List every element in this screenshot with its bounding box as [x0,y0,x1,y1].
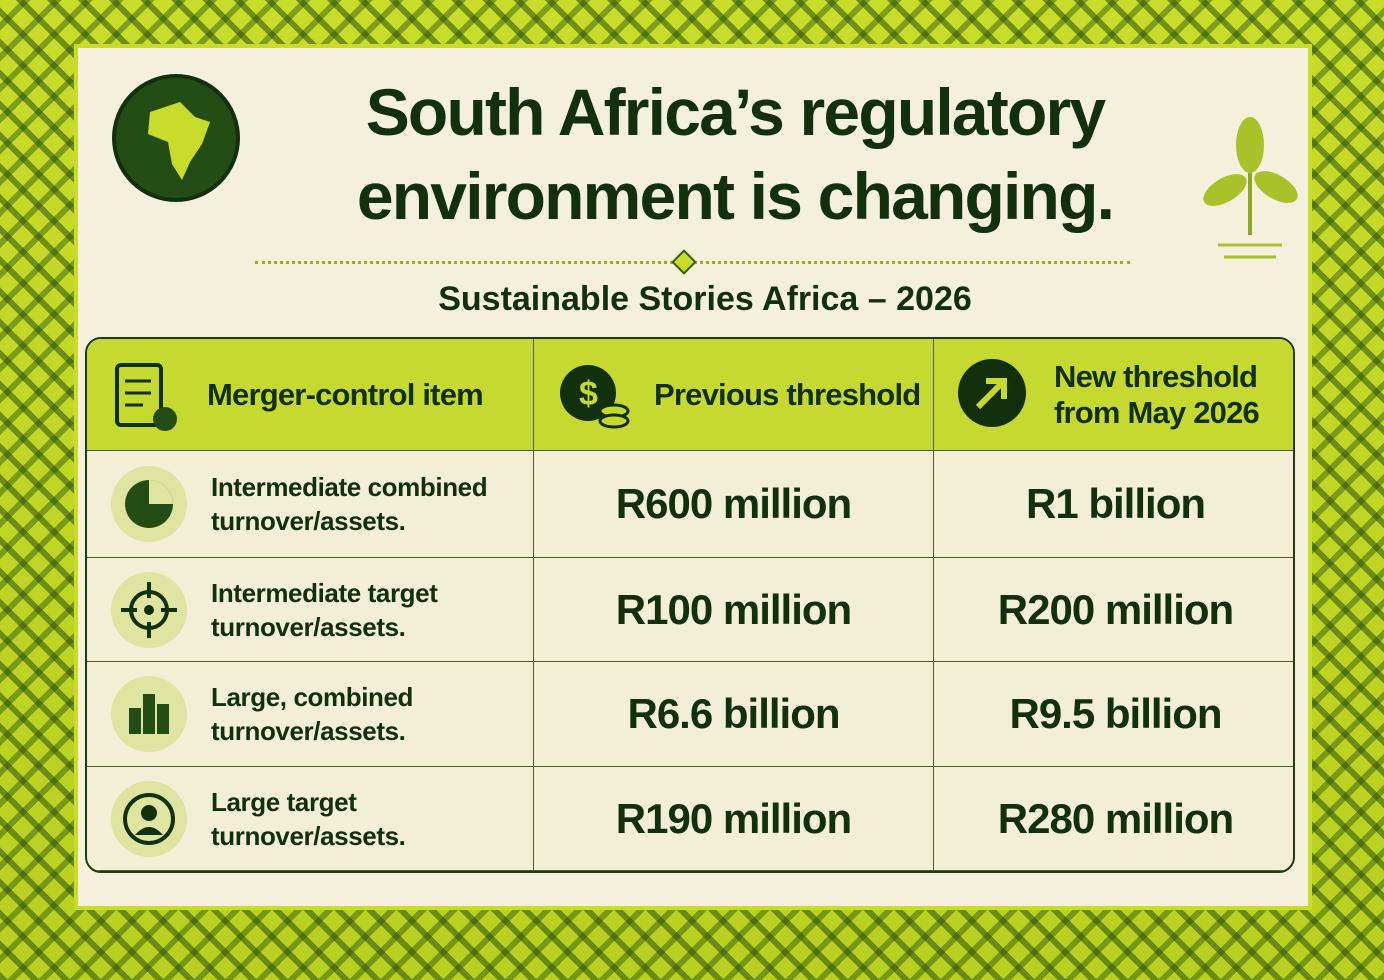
column-header-text: Merger-control item [207,376,484,412]
item-text: Large, combined turnover/assets. [211,682,414,746]
threshold-cell: R200 million [934,558,1293,662]
item-cell: Large, combined turnover/assets. [87,662,534,767]
item-text: Intermediate combined turnover/assets. [211,472,488,536]
header-icon [958,358,1026,427]
item-cell: Large target turnover/assets. [87,767,534,871]
row-icon [111,676,187,752]
subtitle: Sustainable Stories Africa – 2026 [438,280,972,318]
threshold-value: R9.5 billion [1009,690,1222,737]
threshold-cell: R1 billion [934,451,1293,558]
item-cell: Intermediate combined turnover/assets. [87,451,534,558]
threshold-table: Merger-control item $ Previous threshold Ne… [85,337,1295,873]
item-text: Intermediate target turnover/assets. [211,577,438,642]
column-header-text: Previous threshold [654,376,921,412]
threshold-value: R600 million [615,480,852,527]
item-text: Large target turnover/assets. [211,786,406,851]
threshold-cell: R600 million [534,451,934,558]
column-header-text: New threshold from May 2026 [1054,358,1260,430]
title: South Africa’s regulatory environment is… [356,75,1115,233]
threshold-value: R6.6 billion [627,690,840,737]
header-icon: $ [560,364,630,428]
column-header: $ Previous threshold [534,339,934,451]
header-icon [115,362,177,431]
threshold-cell: R9.5 billion [934,662,1293,767]
column-header: Merger-control item [87,339,534,451]
row-icon [111,780,187,857]
row-icon [111,571,187,648]
africa-globe-icon [112,74,240,202]
row-icon [111,466,187,542]
threshold-cell: R100 million [534,558,934,662]
threshold-value: R280 million [997,794,1234,842]
threshold-value: R190 million [615,794,852,842]
svg-text:$: $ [579,375,598,413]
column-header: New threshold from May 2026 [934,339,1293,451]
threshold-cell: R6.6 billion [534,662,934,767]
threshold-value: R100 million [615,585,852,633]
threshold-cell: R190 million [534,767,934,871]
threshold-value: R1 billion [1026,480,1206,527]
plant-icon [1203,117,1298,259]
threshold-cell: R280 million [934,767,1293,871]
item-cell: Intermediate target turnover/assets. [87,558,534,662]
threshold-value: R200 million [997,585,1234,633]
